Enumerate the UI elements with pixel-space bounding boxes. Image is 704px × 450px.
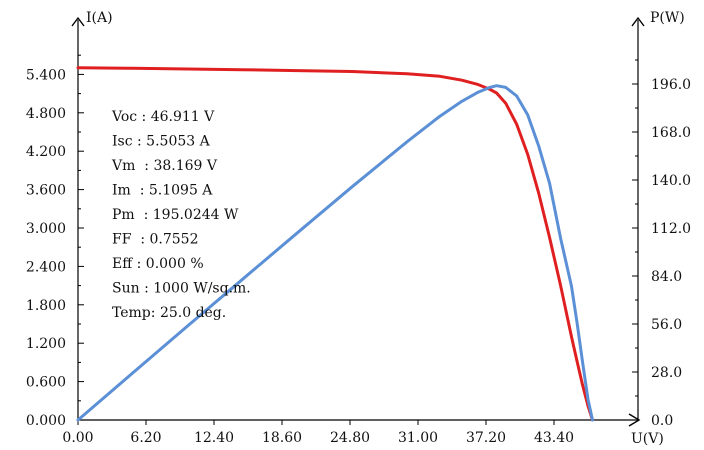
left-y-tick-label: 0.000 [26,413,66,429]
x-tick-label: 6.20 [130,430,161,446]
left-y-tick-label: 3.000 [26,221,66,237]
ticks-group: 0.00 6.20 12.40 18.60 24.80 31.00 37.20 43.40 0.… [26,54,691,446]
left-y-tick-label: 5.400 [26,67,66,83]
right-y-tick-label: 140.0 [651,173,691,189]
right-y-tick-label: 28.0 [651,365,682,381]
right-y-axis-arrow [631,16,645,27]
x-tick-label: 12.40 [194,430,234,446]
x-axis-arrow [628,413,641,427]
left-y-tick-label: 3.600 [26,183,66,199]
right-y-tick-label: 112.0 [651,221,691,237]
info-line: Im : 5.1095 A [112,183,213,199]
left-y-tick-label: 0.600 [26,375,66,391]
right-y-tick-label: 84.0 [651,269,682,285]
info-line: Sun : 1000 W/sq.m. [112,281,251,297]
info-line: Pm : 195.0244 W [112,207,239,223]
x-tick-label: 24.80 [330,430,370,446]
info-line: Temp: 25.0 deg. [112,305,226,321]
right-y-tick-label: 56.0 [651,317,682,333]
x-tick-label: 0.00 [62,430,93,446]
info-line: Isc : 5.5053 A [112,134,211,150]
left-y-axis-arrow [71,16,85,27]
left-y-axis-title: I(A) [86,10,113,26]
right-y-tick-label: 196.0 [651,77,691,93]
x-axis-title: U(V) [631,431,664,447]
right-y-tick-label: 168.0 [651,125,691,141]
info-line: FF : 0.7552 [112,232,198,248]
right-y-tick-label: 0.0 [651,413,673,429]
right-y-axis-title: P(W) [650,10,685,26]
left-y-tick-label: 1.200 [26,336,66,352]
left-y-tick-label: 4.800 [26,106,66,122]
axes-group [71,16,645,427]
x-tick-label: 31.00 [398,430,438,446]
series-group [76,66,594,422]
info-block: Voc : 46.911 V Isc : 5.5053 A Vm : 38.169 … [111,109,251,321]
left-y-tick-label: 2.400 [26,259,66,275]
x-tick-label: 43.40 [534,430,574,446]
info-line: Voc : 46.911 V [111,109,215,125]
power-curve [76,84,594,422]
x-tick-label: 18.60 [262,430,302,446]
x-tick-label: 37.20 [466,430,506,446]
info-line: Vm : 38.169 V [111,158,218,174]
left-y-tick-label: 4.200 [26,144,66,160]
current-curve [76,66,594,422]
info-line: Eff : 0.000 % [112,256,204,272]
left-y-tick-label: 1.800 [26,298,66,314]
